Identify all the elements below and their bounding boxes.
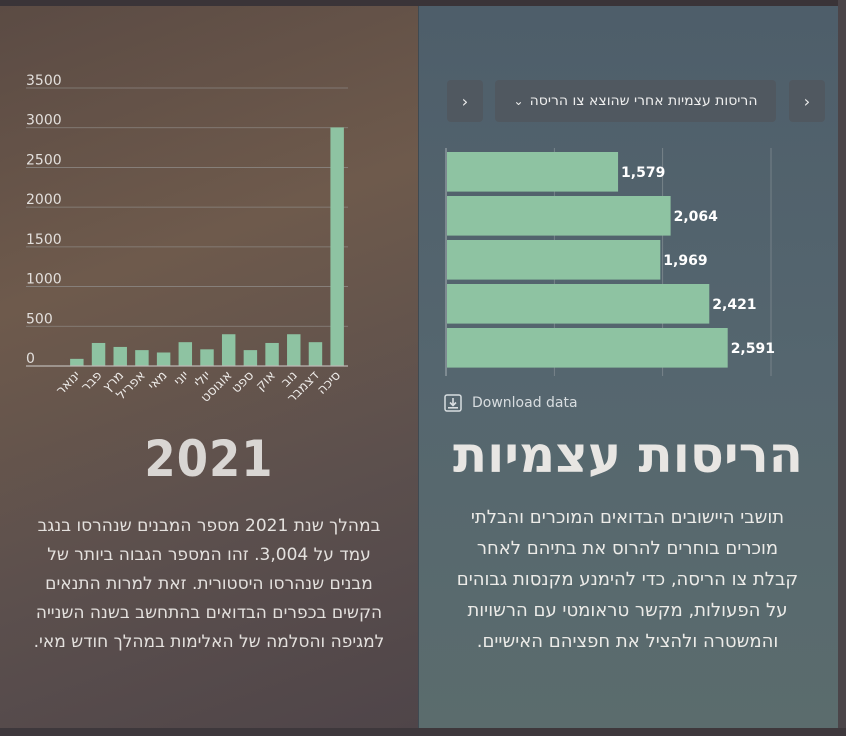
- self-demolitions-chart: 1,579 2,064 1,969 2,421 2,591: [445, 148, 775, 376]
- y-tick-label: 2000: [26, 192, 62, 208]
- month-bar: [70, 358, 84, 366]
- month-bar: [178, 342, 193, 366]
- month-bar: [221, 334, 236, 366]
- self-demolition-bar: [447, 328, 728, 368]
- self-demolition-bar: [447, 152, 619, 192]
- self-demolition-bar: [447, 284, 710, 324]
- x-tick-label: מאי: [145, 368, 170, 393]
- y-tick-label: 500: [26, 311, 53, 327]
- month-bar: [308, 342, 323, 366]
- month-bar: [156, 352, 171, 366]
- right-strip: [838, 0, 846, 736]
- month-bar: [265, 342, 279, 366]
- x-tick-label: פבר: [79, 368, 106, 395]
- y-tick-label: 0: [26, 351, 35, 367]
- year-heading: 2021: [144, 430, 274, 488]
- bottom-strip: [0, 728, 846, 736]
- prev-arrow-button[interactable]: ›: [789, 80, 825, 122]
- month-bar: [91, 342, 106, 366]
- section-headline: הריסות עצמיות: [452, 426, 804, 484]
- self-demolition-bar: [447, 196, 671, 236]
- x-tick-label: יוני: [171, 368, 192, 389]
- y-tick-label: 3500: [26, 73, 62, 89]
- chevron-right-icon: ›: [803, 91, 811, 111]
- month-bar: [113, 346, 127, 366]
- left-panel: [0, 6, 418, 728]
- year-description: במהלך שנת 2021 מספר המבנים שנהרסו בנגב ע…: [33, 516, 385, 652]
- bar-value-label: 2,421: [712, 297, 756, 313]
- bar-value-label: 2,064: [674, 209, 719, 225]
- chevron-right-icon: ›: [461, 91, 469, 111]
- y-tick-label: 1500: [26, 232, 62, 248]
- dropdown-label: הריסות עצמיות אחרי שהוצא צו הריסה: [529, 93, 758, 109]
- x-tick-label: אוק: [253, 368, 279, 394]
- top-strip: [0, 0, 846, 6]
- download-label: Download data: [472, 395, 578, 411]
- y-tick-label: 2500: [26, 152, 62, 168]
- month-bar: [330, 127, 344, 366]
- month-bar: [287, 334, 301, 366]
- y-tick-label: 1000: [26, 272, 62, 288]
- section-description: תושבי היישובים הבדואים המוכרים והבלתי מו…: [456, 507, 799, 652]
- month-bar: [200, 349, 214, 366]
- y-tick-label: 3000: [26, 113, 62, 129]
- self-demolition-bar: [447, 240, 661, 280]
- bar-value-label: 2,591: [731, 341, 775, 357]
- next-arrow-button[interactable]: ›: [447, 80, 483, 122]
- month-bar: [243, 350, 258, 366]
- download-icon: [444, 394, 462, 412]
- month-bar: [135, 350, 149, 366]
- bar-value-label: 1,969: [663, 253, 707, 269]
- download-data-link[interactable]: Download data: [444, 394, 578, 412]
- chevron-down-icon: ⌄: [513, 94, 524, 108]
- x-tick-label: סיכה: [314, 368, 343, 397]
- category-dropdown[interactable]: הריסות עצמיות אחרי שהוצא צו הריסה ⌄: [495, 80, 776, 122]
- monthly-demolitions-chart: 0500100015002000250030003500ינוארפברמרץא…: [26, 73, 348, 406]
- bar-value-label: 1,579: [621, 165, 665, 181]
